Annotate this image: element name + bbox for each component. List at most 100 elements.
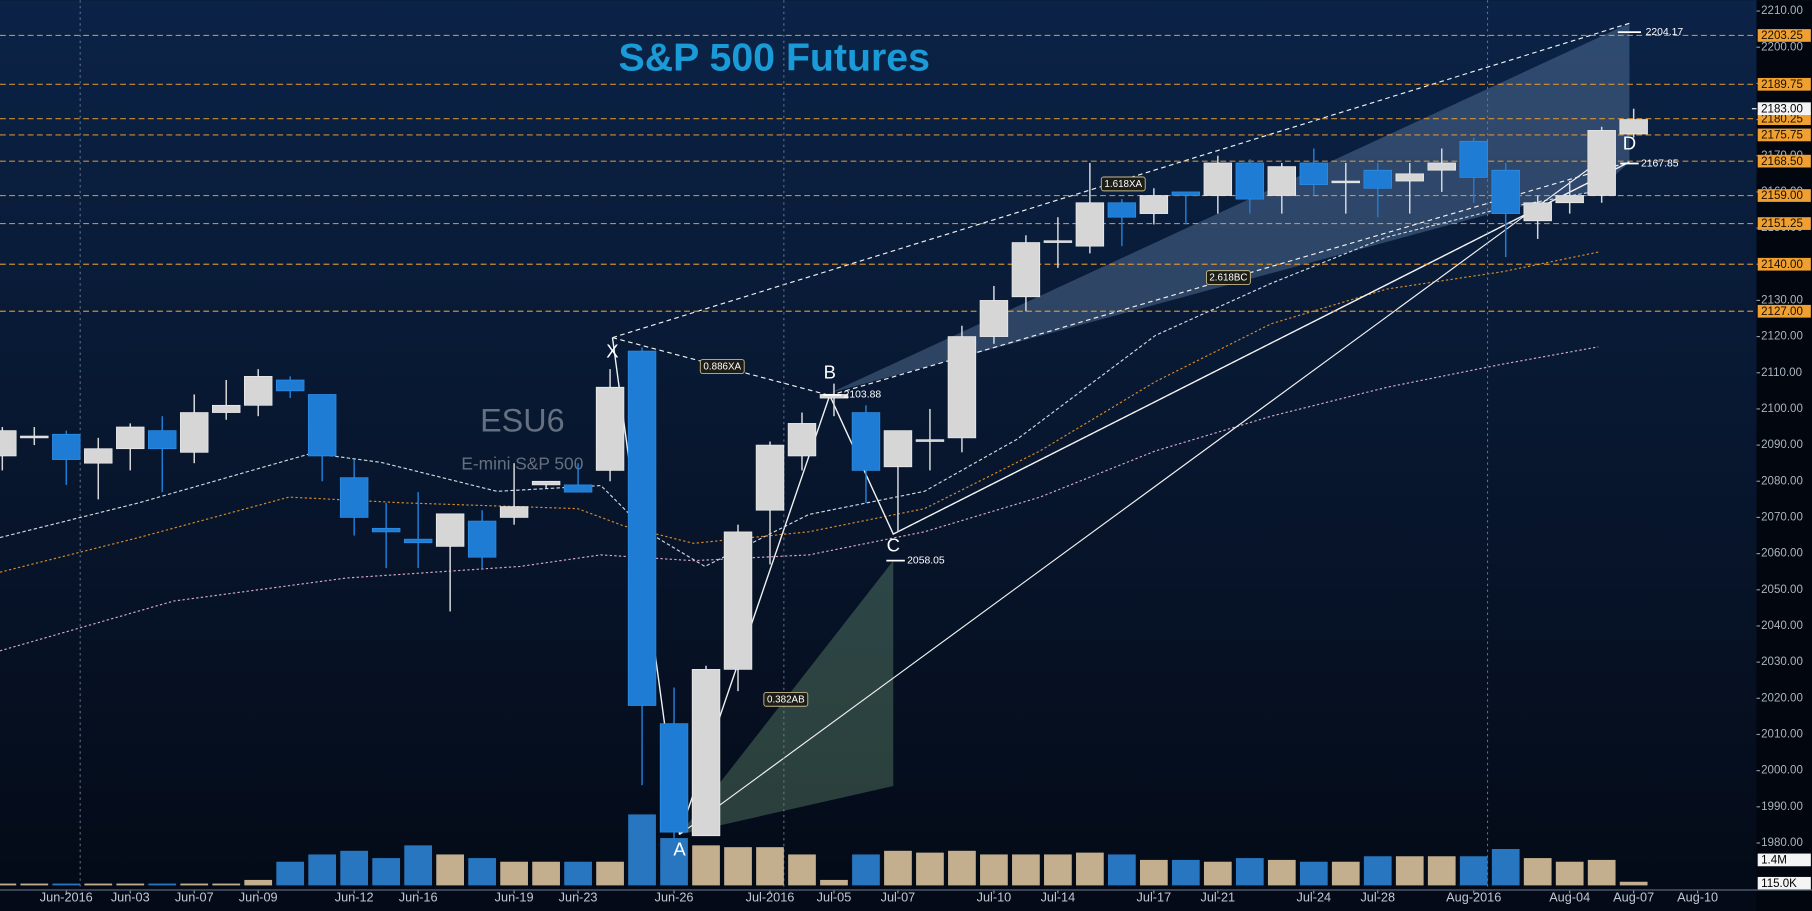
- moving-average: [0, 346, 1599, 652]
- level-label: 2159.00: [1761, 190, 1803, 202]
- volume-bar: [1299, 861, 1328, 886]
- level-label: 2127.00: [1761, 306, 1803, 318]
- volume-bar: [1331, 861, 1360, 886]
- volume-bar: [660, 838, 688, 886]
- x-tick-label: Jul-21: [1201, 889, 1236, 904]
- pattern-point-label: X: [606, 341, 618, 362]
- x-tick-label: Jun-2016: [40, 889, 93, 904]
- volume-bar: [0, 883, 17, 886]
- candle-body: [307, 394, 337, 457]
- candle-body: [243, 376, 273, 406]
- candle-body: [275, 379, 305, 392]
- price-axis-panel: [1756, 0, 1812, 911]
- level-label-box: [1757, 257, 1811, 271]
- volume-bar: [340, 850, 369, 886]
- y-tick-label: 1990.00: [1761, 801, 1803, 813]
- volume-bar: [1108, 854, 1136, 886]
- volume-bar: [404, 845, 433, 886]
- candle-body: [915, 439, 945, 442]
- volume-tick-box: [1757, 876, 1811, 890]
- x-tick-label: Aug-10: [1677, 889, 1718, 904]
- volume-bar: [500, 861, 528, 886]
- candle-body: [1043, 240, 1073, 243]
- volume-bar: [436, 854, 465, 886]
- x-tick-label: Aug-2016: [1446, 889, 1501, 904]
- volume-bar: [1044, 854, 1072, 886]
- volume-bar: [1203, 861, 1232, 886]
- pattern-point-label: B: [824, 361, 836, 382]
- x-tick-label: Jun-09: [239, 889, 278, 904]
- volume-bar: [244, 879, 273, 886]
- volume-tick-box: [1757, 853, 1811, 867]
- pattern-point-label: C: [887, 535, 900, 556]
- ratio-label: 0.382AB: [767, 695, 805, 706]
- x-tick-label: Jul-05: [817, 889, 852, 904]
- candle-body: [371, 527, 401, 533]
- volume-bar: [1523, 858, 1552, 886]
- volume-bar: [212, 883, 241, 886]
- current-price-label: 2183.00: [1761, 103, 1803, 115]
- level-label: 2151.25: [1761, 218, 1803, 230]
- volume-bar: [180, 883, 209, 886]
- x-tick-label: Jun-19: [495, 889, 534, 904]
- candle-body: [467, 520, 497, 558]
- candle-body: [851, 412, 881, 471]
- pattern-price-label: 2058.05: [907, 555, 945, 566]
- candle-body: [723, 531, 753, 670]
- moving-average: [0, 190, 1599, 568]
- target-price-label: 2204.17: [1646, 27, 1684, 38]
- candle-body: [531, 480, 561, 486]
- volume-bar: [1427, 856, 1456, 886]
- volume-tick-label: 115.0K: [1761, 878, 1797, 890]
- volume-bar: [788, 854, 816, 886]
- ratio-label-box: [699, 359, 745, 374]
- volume-bar: [628, 814, 656, 886]
- pattern-line: [679, 161, 1599, 836]
- y-tick-label: 2040.00: [1761, 620, 1803, 632]
- x-tick-label: Jul-17: [1137, 889, 1172, 904]
- volume-bar: [1139, 859, 1168, 886]
- y-tick-label: 2100.00: [1761, 403, 1803, 415]
- watermark-subtitle: E-mini S&P 500: [461, 453, 583, 473]
- level-label: 2180.25: [1761, 113, 1803, 125]
- volume-bar: [1012, 854, 1040, 886]
- candle-body: [52, 433, 81, 460]
- pattern-price-label: 2167.85: [1641, 158, 1679, 169]
- y-tick-label: 2090.00: [1761, 439, 1803, 451]
- pattern-point-label: D: [1623, 133, 1636, 154]
- candle-body: [1203, 162, 1233, 196]
- volume-bar: [1587, 859, 1616, 886]
- x-tick-label: Jul-07: [881, 889, 916, 904]
- candle-body: [1619, 119, 1648, 135]
- x-tick-label: Jun-07: [175, 889, 214, 904]
- volume-bar: [532, 861, 560, 886]
- watermark: ESU6: [480, 403, 565, 439]
- volume-bar: [1235, 858, 1264, 886]
- candle-body: [180, 412, 209, 453]
- level-label: 2189.75: [1761, 79, 1803, 91]
- candle-body: [755, 444, 785, 511]
- volume-bar: [1076, 852, 1104, 886]
- x-tick-label: Jun-12: [335, 889, 374, 904]
- candle-body: [1523, 202, 1552, 222]
- x-tick-label: Jun-16: [399, 889, 438, 904]
- volume-bar: [372, 858, 401, 886]
- volume-bar: [1555, 861, 1584, 886]
- volume-bar: [1171, 859, 1200, 886]
- y-tick-label: 2010.00: [1761, 729, 1803, 741]
- volume-bar: [468, 858, 496, 886]
- ratio-label-box: [763, 691, 809, 707]
- volume-bar: [564, 861, 592, 886]
- volume-bar: [916, 852, 944, 886]
- candle-body: [1363, 169, 1392, 189]
- y-tick-label: 2020.00: [1761, 692, 1803, 704]
- level-label-box: [1757, 189, 1811, 202]
- y-tick-label: 2080.00: [1761, 475, 1803, 487]
- y-tick-label: 2120.00: [1761, 331, 1803, 343]
- y-tick-label: 1980.00: [1761, 837, 1803, 849]
- volume-bar: [116, 883, 145, 886]
- volume-bar: [692, 845, 720, 886]
- candle-body: [116, 426, 145, 450]
- moving-average: [0, 251, 1599, 573]
- candle-body: [947, 336, 977, 439]
